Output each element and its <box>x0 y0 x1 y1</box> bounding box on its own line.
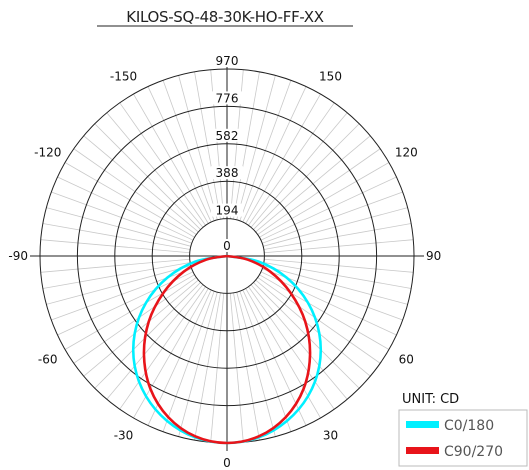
angle-tick-label: -60 <box>38 353 58 367</box>
angle-tick-label: -30 <box>114 428 134 442</box>
unit-label: UNIT: CD <box>402 392 459 407</box>
ring-label-bg <box>211 203 243 217</box>
radial-tick-label: 388 <box>216 166 239 180</box>
chart-title: KILOS-SQ-48-30K-HO-FF-XX <box>126 8 323 26</box>
angle-tick-label: -90 <box>8 249 28 263</box>
legend-box <box>398 409 528 467</box>
ring-label-bg <box>211 166 243 180</box>
radial-tick-label: 0 <box>223 239 231 253</box>
radial-tick-label: 582 <box>216 129 239 143</box>
legend: C0/180 C90/270 <box>398 409 528 467</box>
legend-swatch-c0 <box>406 421 439 428</box>
angle-tick-label: -120 <box>34 146 61 160</box>
ring-label-bg <box>211 91 243 105</box>
legend-label-c0: C0/180 <box>444 418 494 434</box>
angle-tick-label: 90 <box>426 249 441 263</box>
major-axes <box>30 59 424 451</box>
legend-swatch-c90 <box>406 447 439 454</box>
series-layer <box>131 254 323 445</box>
angle-tick-label: 30 <box>323 428 338 442</box>
angle-tick-label: 150 <box>319 70 342 84</box>
angle-tick-label: -150 <box>110 70 137 84</box>
series-line-c90-270 <box>142 254 312 445</box>
ring-label-bg <box>211 239 243 252</box>
ring-label-bg <box>211 128 243 142</box>
radial-tick-label: 776 <box>216 91 239 105</box>
radial-tick-labels: 0 194 388 582 776 970 <box>211 54 243 253</box>
angle-tick-label: 60 <box>399 353 414 367</box>
ring-label-bg <box>211 54 243 67</box>
angle-tick-label: 0 <box>223 456 231 470</box>
radial-tick-label: 970 <box>216 54 239 68</box>
radial-tick-label: 194 <box>216 204 239 218</box>
angle-tick-labels: 0 30 60 90 120 150 -30 -60 -90 -120 -150 <box>8 70 441 470</box>
angle-tick-label: 120 <box>395 146 418 160</box>
legend-label-c90: C90/270 <box>444 444 503 460</box>
